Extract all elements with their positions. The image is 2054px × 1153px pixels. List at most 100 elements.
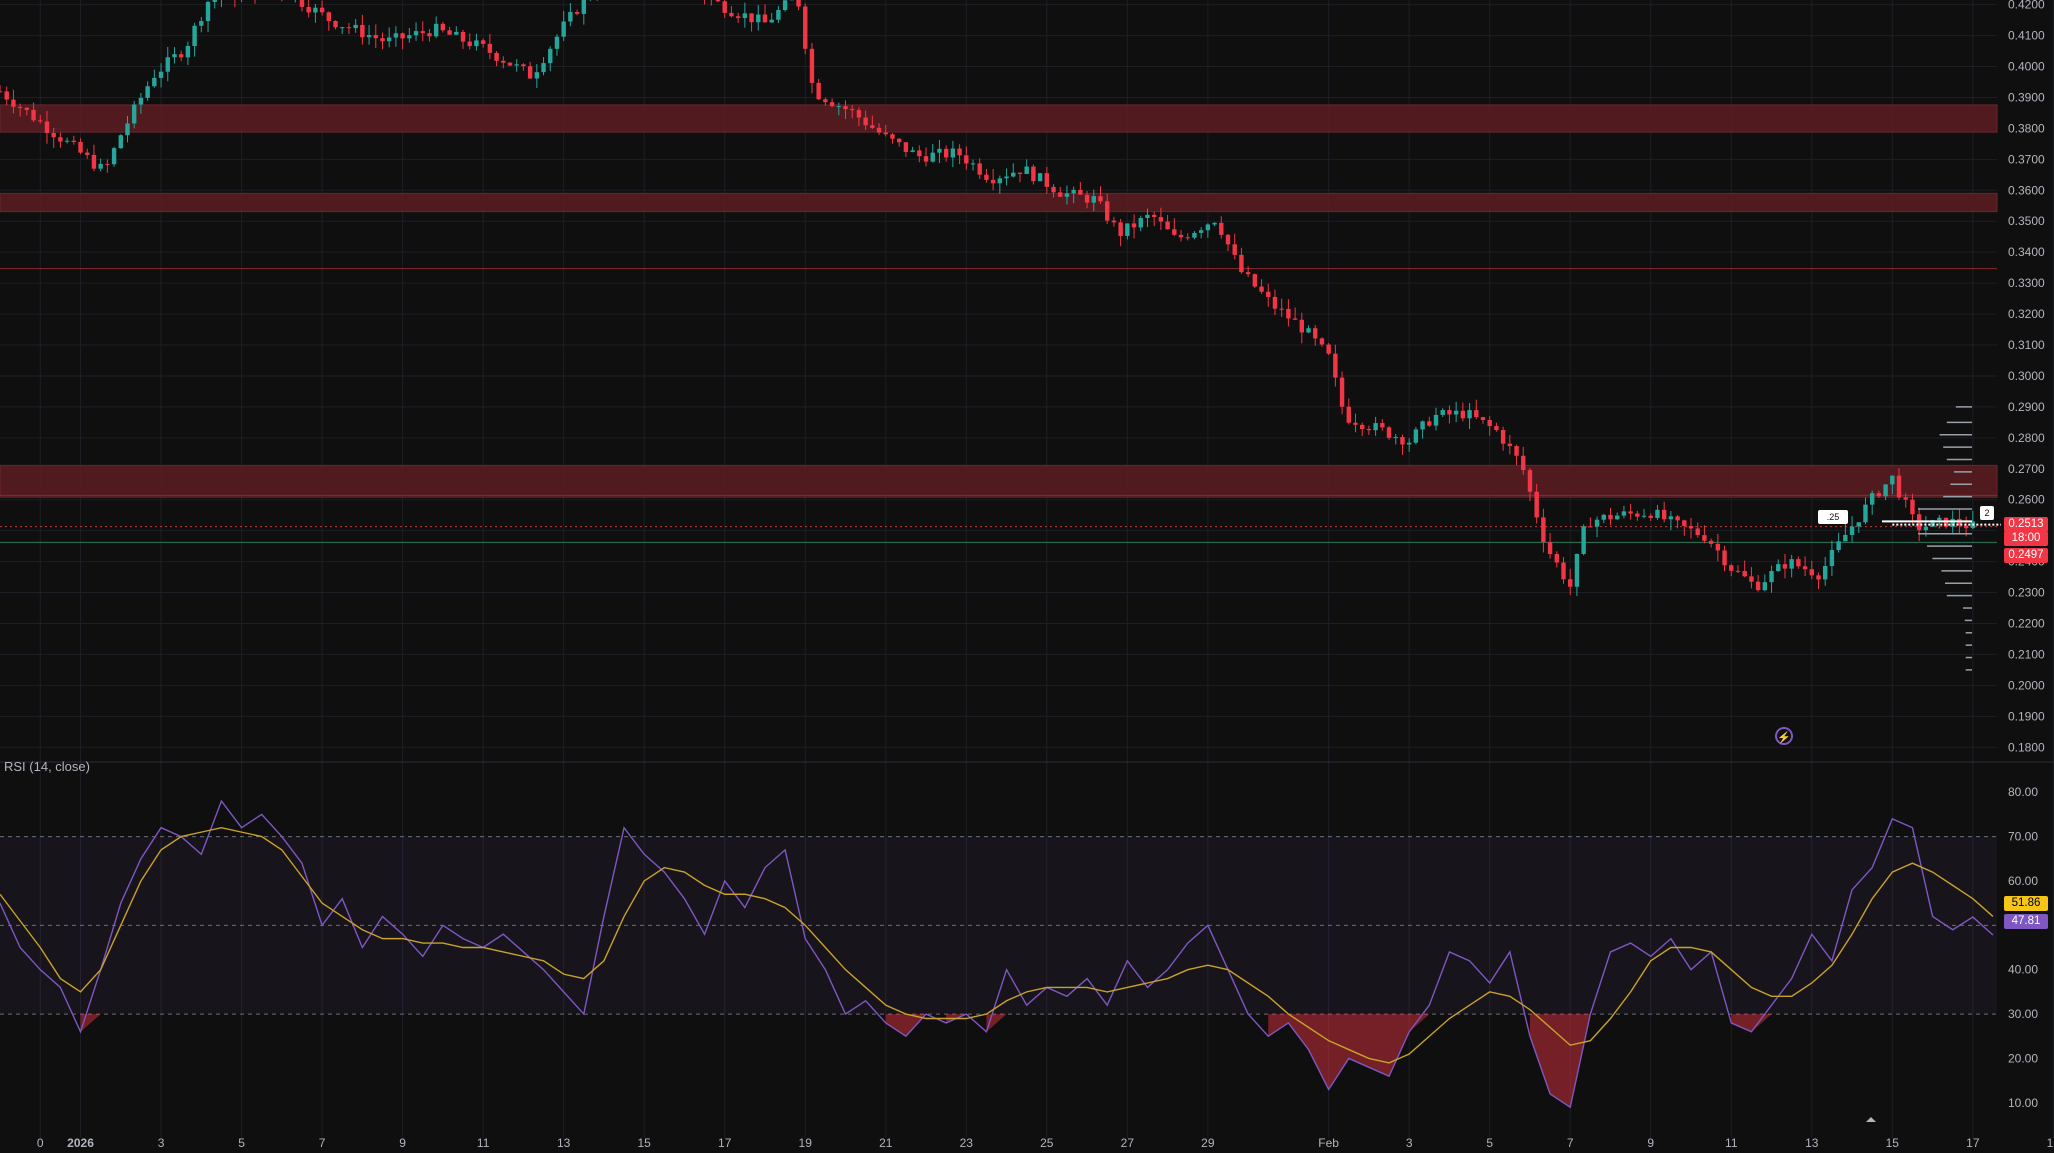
candle-body [749, 13, 754, 23]
candle-body [1353, 422, 1358, 425]
candle-body [762, 14, 768, 23]
candle-body [1722, 550, 1727, 566]
candle-body [98, 163, 103, 169]
candle-body [1198, 230, 1204, 233]
candle-body [178, 54, 184, 58]
candle-body [353, 24, 358, 29]
candle-body [1802, 566, 1808, 570]
price-axis-tick: 0.4100 [2008, 29, 2045, 43]
time-axis-tick: 3 [158, 1136, 165, 1150]
candle-body [413, 31, 419, 36]
candle-body [561, 21, 566, 37]
price-axis-tick: 0.2700 [2008, 462, 2045, 476]
candle-body [581, 0, 587, 14]
candle-body [1004, 176, 1009, 179]
candles [0, 0, 1976, 597]
candle-body [541, 63, 546, 73]
candle-body [1071, 189, 1076, 194]
candle-body [1843, 534, 1848, 542]
candle-body [1514, 446, 1519, 456]
candle-body [1742, 571, 1747, 577]
time-axis-tick: 19 [2047, 1136, 2054, 1150]
candle-body [548, 48, 553, 64]
candle-body [1219, 222, 1224, 235]
candle-body [1823, 566, 1828, 580]
candle-body [152, 77, 157, 87]
candle-body [11, 99, 16, 107]
candle-body [1910, 499, 1915, 515]
candle-body [1078, 189, 1083, 195]
candle-body [1319, 338, 1325, 345]
candle-body [1447, 410, 1452, 415]
candle-body [145, 86, 150, 98]
candle-body [554, 36, 560, 49]
candle-body [454, 31, 459, 35]
candle-body [474, 40, 479, 47]
candle-body [1561, 562, 1566, 580]
candle-body [1494, 426, 1499, 431]
candle-body [400, 33, 405, 39]
candle-body [1453, 410, 1459, 415]
candle-body [340, 27, 345, 29]
candle-body [480, 40, 486, 44]
rsi-axis-tick: 30.00 [2008, 1007, 2038, 1021]
candle-body [1628, 511, 1633, 514]
time-axis-tick: 17 [718, 1136, 732, 1150]
candle-body [507, 62, 513, 66]
candle-body [1581, 526, 1586, 554]
candle-body [0, 91, 3, 93]
candle-body [1037, 173, 1043, 182]
position-marker-tag[interactable]: .25 [1818, 510, 1848, 524]
candle-body [568, 12, 573, 22]
candle-body [1930, 520, 1935, 527]
candle-body [1105, 201, 1110, 221]
candle-body [1836, 541, 1841, 551]
candle-body [1661, 509, 1667, 520]
candle-body [1856, 522, 1861, 527]
rsi-axis-tick: 80.00 [2008, 785, 2038, 799]
lightning-icon[interactable]: ⚡ [1775, 727, 1793, 745]
candle-body [836, 106, 841, 108]
candle-body [125, 123, 130, 136]
candle-body [1212, 222, 1217, 225]
candle-body [1239, 254, 1244, 273]
candle-body [715, 0, 721, 2]
time-axis-tick: 7 [1567, 1136, 1574, 1150]
candle-body [1890, 475, 1895, 485]
candle-body [1762, 582, 1768, 591]
rsi-ma-line [0, 826, 1994, 1064]
candle-body [803, 6, 808, 49]
candle-body [756, 14, 761, 23]
candle-body [514, 64, 519, 66]
candle-body [1527, 470, 1533, 492]
rsi-axis-tick: 70.00 [2008, 830, 2038, 844]
candle-body [990, 179, 996, 184]
price-axis-tick: 0.3100 [2008, 338, 2045, 352]
candle-body [521, 64, 526, 67]
candle-body [1360, 424, 1365, 430]
candle-body [1554, 554, 1560, 563]
candle-body [44, 121, 50, 133]
candle-body [1621, 511, 1627, 516]
edge-price-tag[interactable]: 2 [1980, 506, 1994, 520]
time-axis-tick: 11 [477, 1136, 490, 1150]
candle-body [923, 156, 929, 162]
candle-body [447, 30, 452, 35]
price-axis-tick: 0.3900 [2008, 90, 2045, 104]
price-axis-tick: 0.3500 [2008, 214, 2045, 228]
candle-body [1816, 575, 1821, 580]
candle-body [1608, 514, 1613, 520]
time-axis-tick: 13 [557, 1136, 571, 1150]
candle-body [205, 1, 211, 22]
candle-body [105, 163, 110, 165]
candle-body [742, 13, 748, 18]
candle-body [85, 152, 90, 155]
price-axis-tick: 0.4200 [2008, 0, 2045, 12]
price-axis-tick: 0.3700 [2008, 152, 2045, 166]
candle-body [1487, 419, 1492, 427]
candle-body [574, 12, 580, 14]
candle-body [534, 72, 540, 79]
candle-body [1521, 455, 1526, 471]
